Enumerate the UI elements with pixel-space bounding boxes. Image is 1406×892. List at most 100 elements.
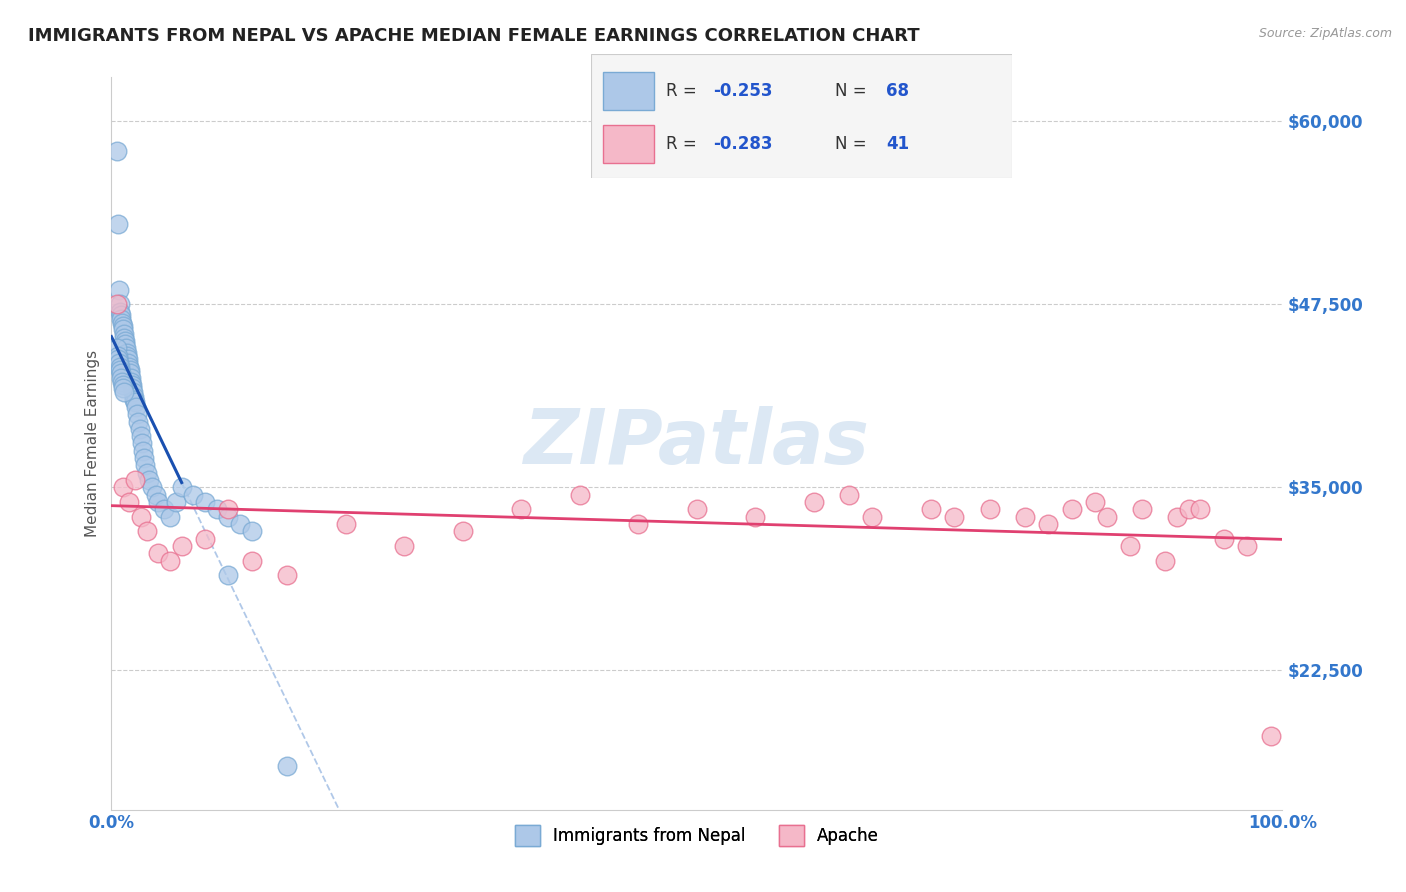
- Text: 68: 68: [886, 82, 908, 100]
- Text: ZIPatlas: ZIPatlas: [524, 407, 870, 481]
- Point: [159, 554, 181, 568]
- Point: [124, 473, 146, 487]
- Point: [335, 516, 357, 531]
- Point: [135, 466, 157, 480]
- Text: N =: N =: [835, 135, 872, 153]
- Point: [117, 351, 139, 366]
- Text: IMMIGRANTS FROM NEPAL VS APACHE MEDIAN FEMALE EARNINGS CORRELATION CHART: IMMIGRANTS FROM NEPAL VS APACHE MEDIAN F…: [28, 27, 920, 45]
- Point: [108, 360, 131, 375]
- Point: [108, 363, 131, 377]
- Text: 41: 41: [886, 135, 908, 153]
- Point: [1119, 539, 1142, 553]
- Point: [112, 385, 135, 400]
- Point: [107, 217, 129, 231]
- Point: [107, 351, 129, 366]
- Point: [132, 443, 155, 458]
- Point: [134, 451, 156, 466]
- Point: [110, 312, 132, 326]
- Point: [183, 488, 205, 502]
- Point: [127, 407, 149, 421]
- Point: [1212, 532, 1234, 546]
- Point: [118, 363, 141, 377]
- Point: [111, 317, 134, 331]
- Point: [112, 326, 135, 341]
- Point: [920, 502, 942, 516]
- Point: [115, 341, 138, 355]
- Point: [276, 568, 298, 582]
- Point: [138, 473, 160, 487]
- FancyBboxPatch shape: [591, 54, 1012, 178]
- Point: [110, 370, 132, 384]
- Point: [240, 524, 263, 539]
- Point: [118, 360, 141, 375]
- Point: [114, 337, 136, 351]
- Point: [686, 502, 709, 516]
- Legend: Immigrants from Nepal, Apache: Immigrants from Nepal, Apache: [508, 819, 886, 853]
- Point: [105, 144, 128, 158]
- Point: [145, 488, 167, 502]
- Point: [159, 509, 181, 524]
- Point: [110, 308, 132, 322]
- Point: [148, 546, 170, 560]
- Point: [165, 495, 187, 509]
- Point: [111, 378, 134, 392]
- Point: [838, 488, 860, 502]
- Point: [129, 509, 152, 524]
- Point: [107, 349, 129, 363]
- Point: [1095, 509, 1118, 524]
- Point: [118, 495, 141, 509]
- Point: [141, 480, 163, 494]
- Point: [112, 381, 135, 395]
- FancyBboxPatch shape: [603, 126, 654, 162]
- Point: [110, 366, 132, 380]
- Point: [1014, 509, 1036, 524]
- Point: [135, 524, 157, 539]
- Point: [112, 331, 135, 345]
- Point: [131, 436, 153, 450]
- Point: [122, 385, 145, 400]
- Point: [124, 395, 146, 409]
- Text: R =: R =: [666, 82, 703, 100]
- Point: [170, 480, 193, 494]
- Point: [218, 502, 240, 516]
- Point: [122, 392, 145, 407]
- Point: [117, 356, 139, 370]
- Point: [803, 495, 825, 509]
- Text: R =: R =: [666, 135, 703, 153]
- Point: [134, 458, 156, 473]
- Point: [153, 502, 176, 516]
- Point: [205, 502, 228, 516]
- Point: [744, 509, 766, 524]
- Point: [194, 532, 217, 546]
- Point: [105, 297, 128, 311]
- Point: [115, 345, 138, 359]
- Point: [1130, 502, 1153, 516]
- Point: [1189, 502, 1212, 516]
- Point: [510, 502, 533, 516]
- Point: [1166, 509, 1188, 524]
- Point: [127, 415, 149, 429]
- Point: [148, 495, 170, 509]
- Point: [105, 341, 128, 355]
- Point: [568, 488, 591, 502]
- Point: [1260, 729, 1282, 743]
- Point: [121, 381, 143, 395]
- Point: [979, 502, 1001, 516]
- Point: [1177, 502, 1199, 516]
- Y-axis label: Median Female Earnings: Median Female Earnings: [86, 350, 100, 537]
- Point: [112, 480, 135, 494]
- Point: [229, 516, 252, 531]
- Point: [120, 366, 142, 380]
- Point: [112, 322, 135, 336]
- Point: [1084, 495, 1107, 509]
- Point: [1060, 502, 1083, 516]
- Point: [108, 304, 131, 318]
- Point: [1036, 516, 1059, 531]
- Point: [125, 400, 148, 414]
- Point: [451, 524, 474, 539]
- Point: [218, 568, 240, 582]
- Point: [111, 319, 134, 334]
- Text: -0.253: -0.253: [713, 82, 772, 100]
- Point: [862, 509, 884, 524]
- Point: [115, 349, 138, 363]
